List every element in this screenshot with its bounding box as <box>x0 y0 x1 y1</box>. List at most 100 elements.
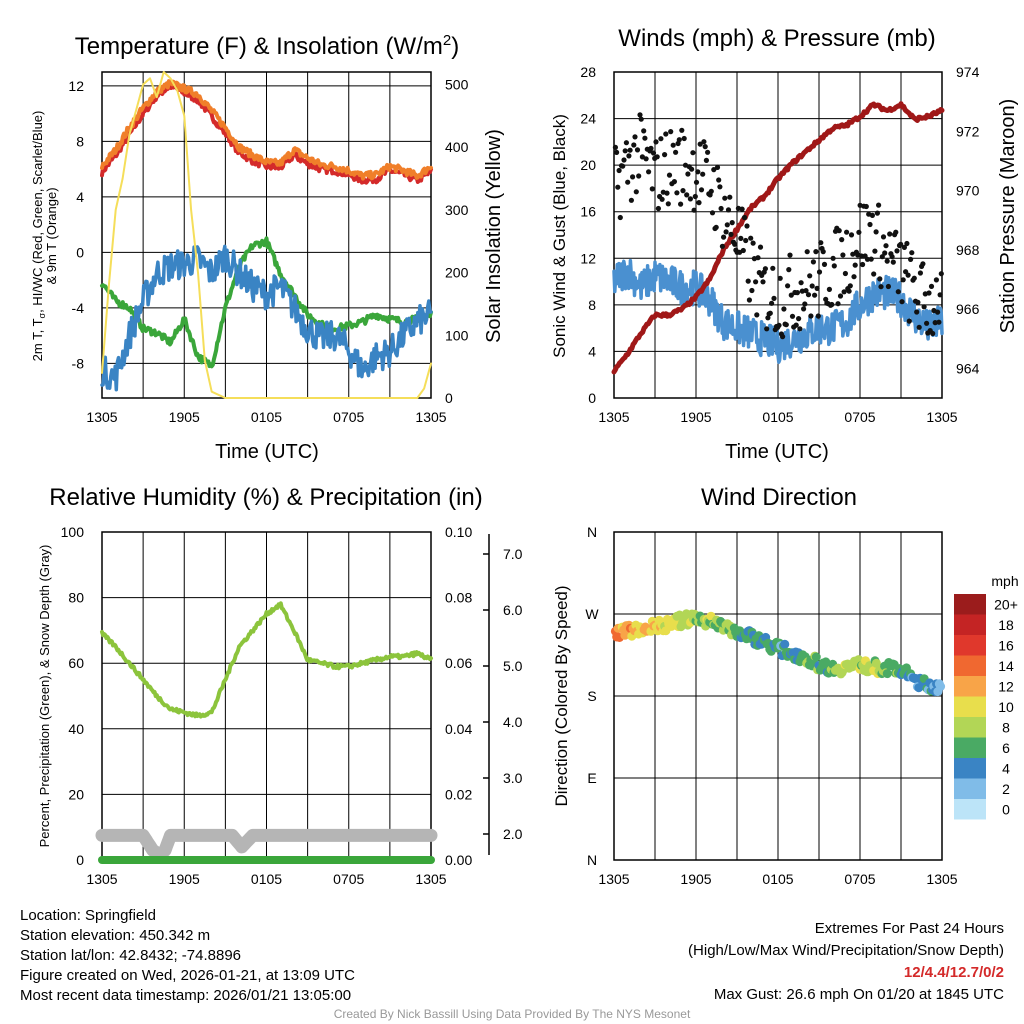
colorbar-swatch <box>954 799 986 820</box>
gust-point <box>874 210 881 216</box>
gust-point <box>685 171 691 177</box>
gust-point <box>820 249 826 255</box>
wdir-xtick-label: 1305 <box>926 871 957 887</box>
gust-point <box>889 254 895 260</box>
rh-ytick-label: 60 <box>68 655 84 671</box>
gust-point <box>636 173 642 179</box>
gust-point <box>634 147 641 153</box>
gust-point <box>728 231 734 237</box>
direction-point <box>811 652 821 662</box>
gust-point <box>719 243 726 249</box>
winds-ylabel: Sonic Wind & Gust (Blue, Black) <box>550 114 569 358</box>
gust-point <box>678 201 684 207</box>
colorbar-label: 16 <box>998 637 1014 653</box>
colorbar-label: 8 <box>1002 719 1010 735</box>
gust-point <box>638 116 644 122</box>
colorbar-label: 4 <box>1002 760 1010 776</box>
gust-point <box>803 288 809 294</box>
gust-point <box>801 306 807 312</box>
gust-point <box>921 304 927 310</box>
gust-point <box>729 220 735 226</box>
gust-point <box>668 129 674 135</box>
gust-point <box>789 313 796 319</box>
direction-point <box>871 658 881 668</box>
gust-point <box>658 136 664 142</box>
gust-point <box>924 320 930 326</box>
gust-point <box>622 148 628 154</box>
gust-point <box>633 189 639 195</box>
max-gust: Max Gust: 26.6 mph On 01/20 at 1845 UTC <box>713 986 1004 1003</box>
gust-point <box>804 249 810 255</box>
gust-point <box>885 283 892 290</box>
gust-point <box>698 187 705 193</box>
gust-point <box>831 263 837 269</box>
winds-title: Winds (mph) & Pressure (mb) <box>618 25 935 52</box>
gust-point <box>880 234 887 240</box>
gust-point <box>894 248 900 254</box>
gust-point <box>895 289 901 295</box>
wind-direction-panel: Wind Direction Direction (Colored By Spe… <box>552 484 1019 807</box>
snow-ytick-label: 6.0 <box>503 602 523 618</box>
gust-point <box>703 157 710 163</box>
gust-point <box>830 255 836 261</box>
gust-point <box>679 127 685 133</box>
gust-point <box>648 145 654 151</box>
gust-point <box>805 292 812 298</box>
colorbar-swatch <box>954 614 986 635</box>
temperature-ylabel: 2m T, Tσ, HI/WC (Red, Green, Scarlet/Blu… <box>30 111 47 362</box>
gust-point <box>911 275 917 281</box>
gust-point <box>754 312 760 318</box>
gust-point <box>872 248 878 254</box>
gust-point <box>650 150 657 156</box>
gust-point <box>740 247 746 254</box>
gust-point <box>808 313 814 319</box>
gust-point <box>755 255 761 261</box>
station-location: Location: Springfield <box>20 907 156 924</box>
gust-point <box>776 322 782 328</box>
gust-point <box>908 256 914 262</box>
gust-point <box>813 249 819 255</box>
temp-xtick-label: 0705 <box>333 409 364 425</box>
gust-point <box>723 229 729 235</box>
insolation-line <box>101 71 432 399</box>
gust-point <box>887 231 893 237</box>
temperature-panel: Temperature (F) & Insolation (W/m2) Time… <box>30 32 505 463</box>
gust-point <box>906 318 912 324</box>
wdir-ytick-label: E <box>587 770 596 786</box>
temp-xtick-label: 0105 <box>251 409 282 425</box>
gust-point <box>786 267 792 273</box>
gust-point <box>901 244 908 250</box>
gust-point <box>709 210 716 216</box>
gust-point <box>643 156 649 162</box>
gust-point <box>691 207 697 213</box>
gust-point <box>882 250 888 256</box>
gust-point <box>681 135 687 142</box>
gust-point <box>630 174 636 180</box>
gust-point <box>839 237 845 243</box>
gust-point <box>785 283 791 289</box>
gust-point <box>899 299 905 305</box>
gust-point <box>851 274 857 280</box>
gust-point <box>642 135 648 141</box>
gust-point <box>722 195 728 201</box>
extremes-title: Extremes For Past 24 Hours <box>814 920 1004 937</box>
gust-point <box>938 271 944 277</box>
gust-point <box>762 266 769 272</box>
colorbar-label: 14 <box>998 658 1014 674</box>
gust-point <box>750 240 756 246</box>
gust-point <box>846 288 852 294</box>
pressure-ytick-label: 966 <box>956 301 980 317</box>
gust-point <box>764 326 770 332</box>
gust-point <box>812 292 818 298</box>
gust-point <box>702 144 708 150</box>
gust-point <box>877 276 883 282</box>
gust-point <box>793 322 799 328</box>
gust-point <box>926 290 932 296</box>
colorbar-swatch <box>954 758 986 779</box>
gust-point <box>873 229 879 235</box>
gust-point <box>631 142 637 148</box>
gust-point <box>625 179 631 185</box>
figure-created: Figure created on Wed, 2026-01-21, at 13… <box>20 967 355 984</box>
gust-point <box>867 221 873 228</box>
gust-point <box>689 166 695 172</box>
